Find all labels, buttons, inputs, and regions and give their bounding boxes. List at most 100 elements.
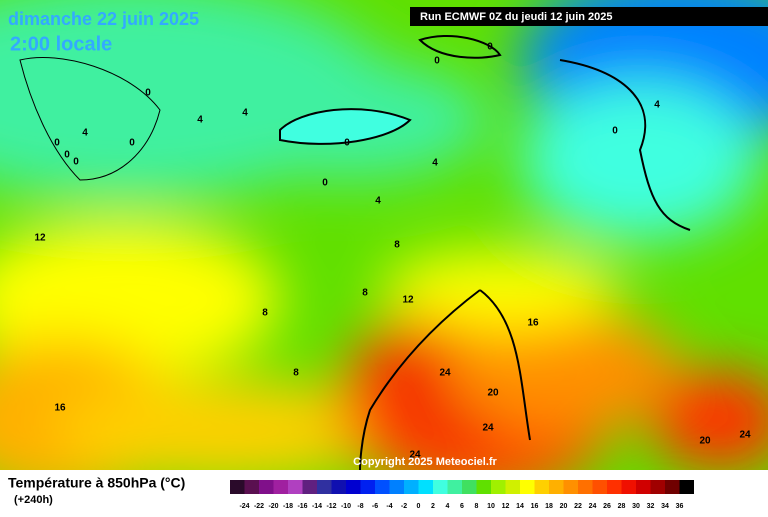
scale-cell	[462, 480, 477, 494]
scale-cell	[621, 480, 636, 494]
scale-label: 6	[460, 503, 464, 510]
time: 2:00 locale	[10, 33, 112, 55]
scale-cell	[563, 480, 578, 494]
scale-label: 0	[417, 503, 421, 510]
scale-cell	[317, 480, 332, 494]
scale-label: 26	[603, 503, 611, 510]
scale-label: 32	[647, 503, 655, 510]
scale-cell	[447, 480, 462, 494]
scale-cell	[418, 480, 433, 494]
scale-cell	[404, 480, 419, 494]
scale-label: -24	[239, 503, 249, 510]
scale-cell	[389, 480, 404, 494]
scale-cell	[650, 480, 665, 494]
map: Run ECMWF 0Z du jeudi 12 juin 2025 diman…	[0, 0, 768, 470]
scale-label: 20	[560, 503, 568, 510]
scale-label: 12	[502, 503, 510, 510]
contour-label: 12	[34, 233, 46, 244]
contour-label: 8	[362, 288, 368, 299]
scale-cell	[636, 480, 651, 494]
scale-cell	[346, 480, 361, 494]
scale-label: 4	[446, 503, 450, 510]
scale-label: -14	[312, 503, 322, 510]
scale-label: 24	[589, 503, 597, 510]
scale-label: -20	[268, 503, 278, 510]
scale-cell	[230, 480, 245, 494]
contour-label: 8	[262, 308, 268, 319]
scale-label: -22	[254, 503, 264, 510]
scale-cell	[360, 480, 375, 494]
contour-label: 20	[699, 436, 711, 447]
scale-label: 28	[618, 503, 626, 510]
scale-label: 14	[516, 503, 524, 510]
scale-label: 22	[574, 503, 582, 510]
contour-label: 0	[322, 178, 328, 189]
contour-label: 24	[739, 430, 751, 441]
contour-label: 8	[293, 368, 299, 379]
scale-cell	[665, 480, 680, 494]
scale-cell	[549, 480, 564, 494]
scale-label: -18	[283, 503, 293, 510]
contour-label: 16	[54, 403, 66, 414]
scale-label: 36	[676, 503, 684, 510]
scale-cell	[534, 480, 549, 494]
scale-cell	[505, 480, 520, 494]
contour-label: 0	[487, 42, 493, 53]
run-info: Run ECMWF 0Z du jeudi 12 juin 2025	[420, 11, 613, 23]
scale-cell	[679, 480, 694, 494]
scale-label: 34	[661, 503, 669, 510]
scale-cell	[607, 480, 622, 494]
contour-label: 24	[409, 450, 421, 461]
contour-label: 8	[394, 240, 400, 251]
contour-label: 0	[64, 150, 70, 161]
contour-label: 0	[54, 138, 60, 149]
scale-label: -2	[401, 503, 407, 510]
contour-label: 0	[434, 56, 440, 67]
scale-cell	[578, 480, 593, 494]
contour-label: 0	[145, 88, 151, 99]
contour-label: 16	[527, 318, 539, 329]
contour-label: 0	[344, 138, 350, 149]
contour-label: 12	[402, 295, 414, 306]
contour-label: 4	[82, 128, 88, 139]
contour-label: 0	[129, 138, 135, 149]
scale-cell	[288, 480, 303, 494]
scale-label: 30	[632, 503, 640, 510]
scale-label: -10	[341, 503, 351, 510]
scale-cell	[273, 480, 288, 494]
scale-label: -12	[326, 503, 336, 510]
scale-cell	[244, 480, 259, 494]
scale-label: -6	[372, 503, 378, 510]
scale-label: 8	[475, 503, 479, 510]
contour-label: 24	[482, 423, 494, 434]
legend-subtitle: (+240h)	[14, 494, 53, 506]
scale-label: 18	[545, 503, 553, 510]
scale-cell	[491, 480, 506, 494]
contour-label: 4	[654, 100, 660, 111]
color-scale: -24 -22 -20 -18 -16 -14 -12 -10 -8 -6 -4 -2 0 2 4 6 8 10 1…	[230, 480, 694, 510]
scale-cell	[520, 480, 535, 494]
scale-cell	[433, 480, 448, 494]
contour-label: 20	[487, 388, 499, 399]
scale-cell	[375, 480, 390, 494]
copyright: Copyright 2025 Meteociel.fr	[353, 456, 497, 468]
scale-cell	[302, 480, 317, 494]
date: dimanche 22 juin 2025	[8, 9, 199, 29]
contour-label: 4	[432, 158, 438, 169]
legend-title: Température à 850hPa (°C)	[8, 475, 185, 491]
scale-label: -16	[297, 503, 307, 510]
scale-label: -8	[357, 503, 363, 510]
scale-label: 16	[531, 503, 539, 510]
contour-label: 0	[73, 157, 79, 168]
scale-label: 10	[487, 503, 495, 510]
scale-cell	[476, 480, 491, 494]
contour-label: 24	[439, 368, 451, 379]
contour-label: 4	[375, 196, 381, 207]
contour-label: 0	[612, 126, 618, 137]
contour-label: 4	[242, 108, 248, 119]
scale-cell	[331, 480, 346, 494]
scale-cell	[259, 480, 274, 494]
scale-label: 2	[431, 503, 435, 510]
